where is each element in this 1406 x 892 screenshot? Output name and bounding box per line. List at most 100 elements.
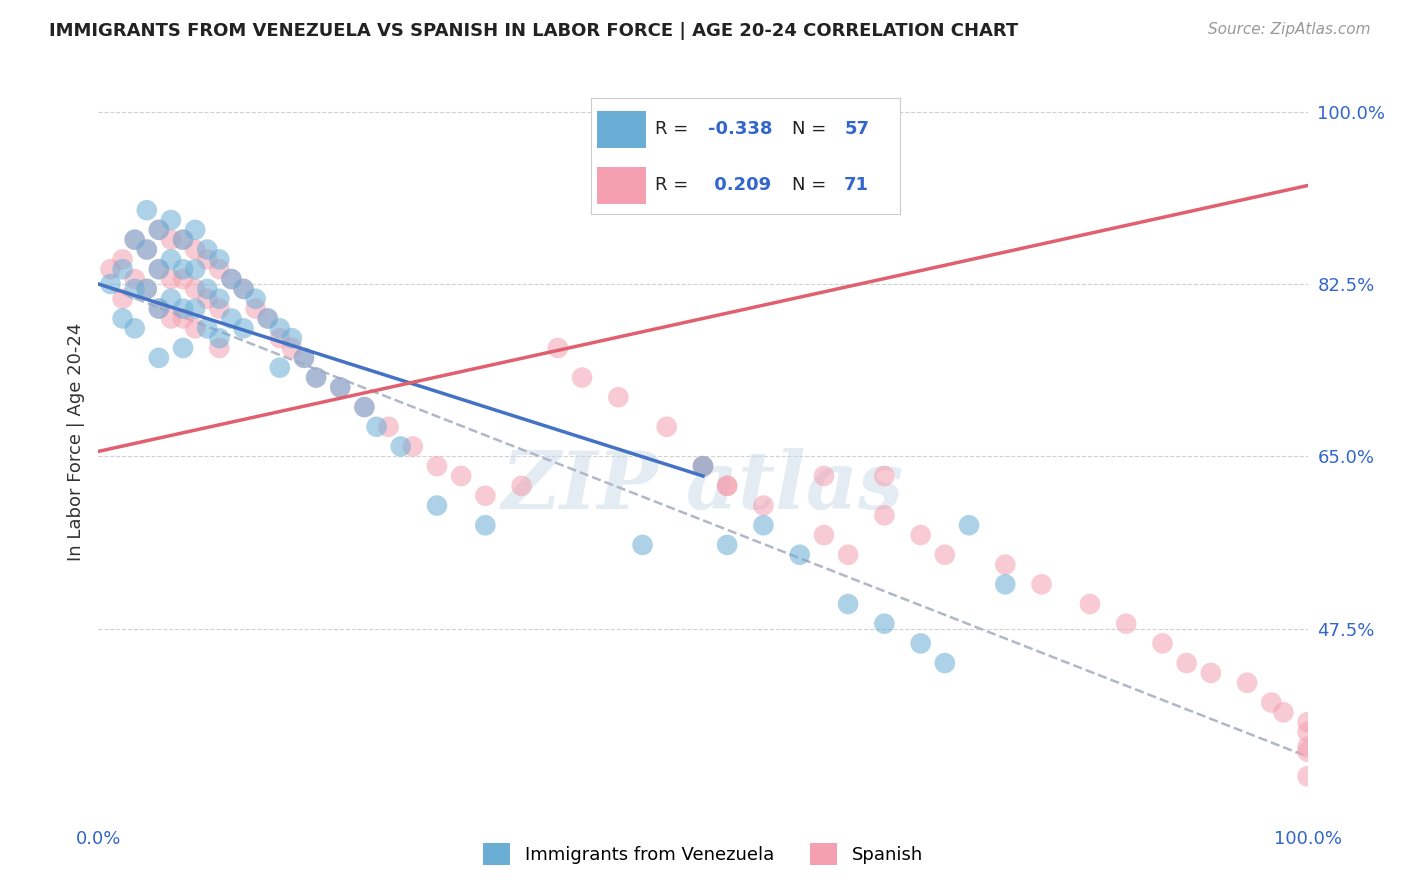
Text: R =: R = bbox=[655, 176, 695, 194]
Point bbox=[111, 292, 134, 306]
Point bbox=[994, 558, 1017, 572]
Point bbox=[172, 301, 194, 316]
Point bbox=[269, 321, 291, 335]
Point bbox=[752, 518, 775, 533]
Point bbox=[426, 459, 449, 474]
Point bbox=[813, 469, 835, 483]
Point bbox=[607, 390, 630, 404]
Point bbox=[292, 351, 315, 365]
Point bbox=[195, 292, 218, 306]
Point bbox=[957, 518, 980, 533]
Point bbox=[269, 331, 291, 345]
Point bbox=[148, 351, 170, 365]
Point bbox=[377, 419, 399, 434]
Point bbox=[208, 292, 231, 306]
Point bbox=[195, 321, 218, 335]
Point bbox=[752, 499, 775, 513]
Text: N =: N = bbox=[792, 120, 831, 138]
Point bbox=[124, 233, 146, 247]
Point bbox=[910, 636, 932, 650]
Point bbox=[692, 459, 714, 474]
Point bbox=[160, 311, 183, 326]
Point bbox=[1296, 725, 1319, 739]
Point bbox=[160, 252, 183, 267]
Point bbox=[837, 597, 859, 611]
Point bbox=[184, 243, 207, 257]
Point bbox=[813, 528, 835, 542]
Point bbox=[184, 223, 207, 237]
Text: Source: ZipAtlas.com: Source: ZipAtlas.com bbox=[1208, 22, 1371, 37]
Point bbox=[148, 223, 170, 237]
Point bbox=[934, 548, 956, 562]
Text: IMMIGRANTS FROM VENEZUELA VS SPANISH IN LABOR FORCE | AGE 20-24 CORRELATION CHAR: IMMIGRANTS FROM VENEZUELA VS SPANISH IN … bbox=[49, 22, 1018, 40]
Point bbox=[124, 282, 146, 296]
Point bbox=[353, 400, 375, 414]
Point bbox=[366, 419, 388, 434]
Point bbox=[329, 380, 352, 394]
Point bbox=[692, 459, 714, 474]
Point bbox=[184, 321, 207, 335]
Point bbox=[172, 233, 194, 247]
Point bbox=[292, 351, 315, 365]
Point bbox=[934, 656, 956, 670]
Point bbox=[208, 262, 231, 277]
Point bbox=[789, 548, 811, 562]
Point bbox=[135, 243, 157, 257]
Point bbox=[160, 233, 183, 247]
Point bbox=[111, 262, 134, 277]
Point bbox=[389, 440, 412, 454]
Point bbox=[148, 301, 170, 316]
Point bbox=[172, 233, 194, 247]
FancyBboxPatch shape bbox=[596, 111, 647, 148]
Point bbox=[873, 469, 896, 483]
Point bbox=[245, 301, 267, 316]
Text: N =: N = bbox=[792, 176, 831, 194]
Y-axis label: In Labor Force | Age 20-24: In Labor Force | Age 20-24 bbox=[66, 322, 84, 561]
Point bbox=[148, 301, 170, 316]
Point bbox=[281, 331, 304, 345]
Point bbox=[208, 301, 231, 316]
Point bbox=[837, 548, 859, 562]
Point bbox=[135, 282, 157, 296]
Point bbox=[172, 272, 194, 286]
Point bbox=[1175, 656, 1198, 670]
Point bbox=[269, 360, 291, 375]
Point bbox=[232, 282, 254, 296]
Point bbox=[1260, 696, 1282, 710]
Point bbox=[1199, 665, 1222, 680]
Point bbox=[111, 311, 134, 326]
FancyBboxPatch shape bbox=[596, 167, 647, 203]
Point bbox=[1152, 636, 1174, 650]
Point bbox=[124, 233, 146, 247]
Point bbox=[1296, 769, 1319, 783]
Point bbox=[184, 282, 207, 296]
Point bbox=[426, 499, 449, 513]
Point bbox=[1296, 745, 1319, 759]
Point bbox=[221, 272, 243, 286]
Point bbox=[1296, 739, 1319, 754]
Point bbox=[450, 469, 472, 483]
Point bbox=[329, 380, 352, 394]
Point bbox=[111, 252, 134, 267]
Text: 71: 71 bbox=[844, 176, 869, 194]
Point bbox=[474, 489, 496, 503]
Point bbox=[195, 282, 218, 296]
Point bbox=[631, 538, 654, 552]
Point bbox=[353, 400, 375, 414]
Point bbox=[873, 616, 896, 631]
Point bbox=[1272, 706, 1295, 720]
Point bbox=[160, 213, 183, 227]
Point bbox=[547, 341, 569, 355]
Point bbox=[655, 419, 678, 434]
Point bbox=[305, 370, 328, 384]
Point bbox=[910, 528, 932, 542]
Point bbox=[208, 331, 231, 345]
Point bbox=[135, 282, 157, 296]
Point bbox=[474, 518, 496, 533]
Point bbox=[402, 440, 425, 454]
Text: 57: 57 bbox=[844, 120, 869, 138]
Point bbox=[1031, 577, 1053, 591]
Text: R =: R = bbox=[655, 120, 695, 138]
Point bbox=[692, 459, 714, 474]
Point bbox=[148, 223, 170, 237]
